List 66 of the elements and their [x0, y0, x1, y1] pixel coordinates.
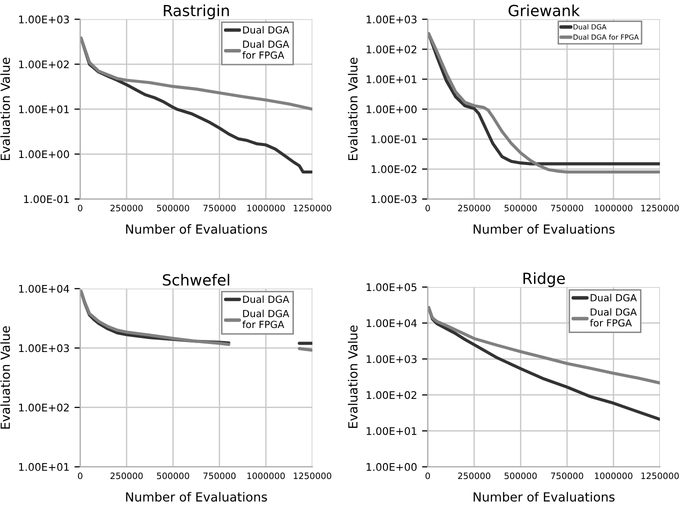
x-tick-label: 1250000	[641, 472, 679, 480]
y-tick-label: 1.00E-01	[24, 195, 69, 204]
x-axis-title: Number of Evaluations	[126, 492, 267, 502]
legend-label: Dual DGA for FPGA	[242, 310, 290, 328]
x-tick-label: 750000	[203, 472, 236, 480]
x-tick-label: 1000000	[594, 204, 632, 212]
legend-label: Dual DGA for FPGA	[242, 40, 290, 59]
y-tick-label: 1.00E+05	[366, 283, 416, 292]
x-tick-label: 500000	[504, 472, 537, 480]
y-tick-label: 1.00E+02	[19, 404, 69, 412]
y-tick-label: 1.00E+03	[366, 16, 416, 24]
x-axis-title: Number of Evaluations	[474, 492, 615, 502]
x-tick-label: 1250000	[294, 204, 332, 212]
x-tick-label: 250000	[458, 204, 490, 212]
y-tick-label: 1.00E-01	[372, 135, 416, 144]
x-tick-label: 0	[426, 204, 430, 212]
x-tick-label: 750000	[551, 204, 584, 212]
x-tick-label: 500000	[157, 204, 190, 212]
x-tick-label: 750000	[203, 204, 236, 212]
y-tick-label: 1.00E+02	[366, 391, 416, 400]
line-series	[428, 306, 660, 384]
x-axis-title: Number of Evaluations	[126, 224, 267, 234]
x-tick-label: 250000	[110, 204, 143, 212]
y-tick-label: 1.00E-02	[372, 165, 416, 174]
chart-title: Ridge	[523, 272, 565, 288]
y-axis-title: Evaluation Value	[0, 58, 10, 160]
legend-label: Dual DGA	[243, 295, 290, 303]
x-tick-label: 750000	[551, 472, 584, 480]
x-tick-label: 1000000	[247, 472, 285, 480]
y-tick-label: 1.00E+00	[366, 105, 417, 114]
y-axis-title: Evaluation Value	[348, 325, 358, 428]
legend-label: Dual DGA	[590, 294, 637, 302]
x-tick-label: 1250000	[641, 204, 679, 212]
y-tick-label: 1.00E+03	[366, 355, 416, 364]
legend-label: Dual DGA	[243, 26, 290, 34]
y-axis-title: Evaluation Value	[348, 58, 358, 160]
chart-title: Schwefel	[162, 274, 230, 286]
x-tick-label: 500000	[504, 204, 537, 212]
x-tick-label: 250000	[458, 472, 490, 480]
y-tick-label: 1.00E+02	[366, 45, 416, 54]
y-tick-label: 1.00E+03	[19, 16, 69, 24]
y-tick-label: 1.00E+01	[366, 75, 416, 84]
legend-label: Dual DGA for FPGA	[590, 308, 637, 327]
x-axis-title: Number of Evaluations	[474, 224, 615, 234]
x-tick-label: 0	[78, 204, 82, 212]
x-tick-label: 0	[426, 472, 430, 480]
y-tick-label: 1.00E+03	[19, 344, 69, 352]
x-tick-label: 250000	[110, 472, 143, 480]
chart-title: Rastrigin	[164, 4, 229, 20]
chart-title: Griewank	[508, 4, 580, 16]
x-tick-label: 1000000	[247, 204, 285, 212]
y-tick-label: 1.00E+00	[19, 150, 70, 158]
x-tick-label: 1000000	[594, 472, 632, 480]
y-tick-label: 1.00E+01	[19, 105, 69, 114]
y-axis-title: Evaluation Value	[0, 326, 10, 429]
y-tick-label: 1.00E+04	[366, 319, 417, 328]
y-tick-label: 1.00E+02	[19, 60, 69, 68]
x-tick-label: 1250000	[294, 472, 332, 480]
line-series	[80, 36, 312, 111]
y-tick-label: 1.00E+04	[19, 284, 70, 293]
x-tick-label: 500000	[157, 472, 190, 480]
y-tick-label: 1.00E+01	[19, 463, 69, 471]
y-tick-label: 1.00E-03	[372, 195, 416, 204]
x-tick-label: 0	[78, 472, 82, 480]
y-tick-label: 1.00E+01	[366, 427, 416, 435]
y-tick-label: 1.00E+00	[366, 463, 417, 471]
